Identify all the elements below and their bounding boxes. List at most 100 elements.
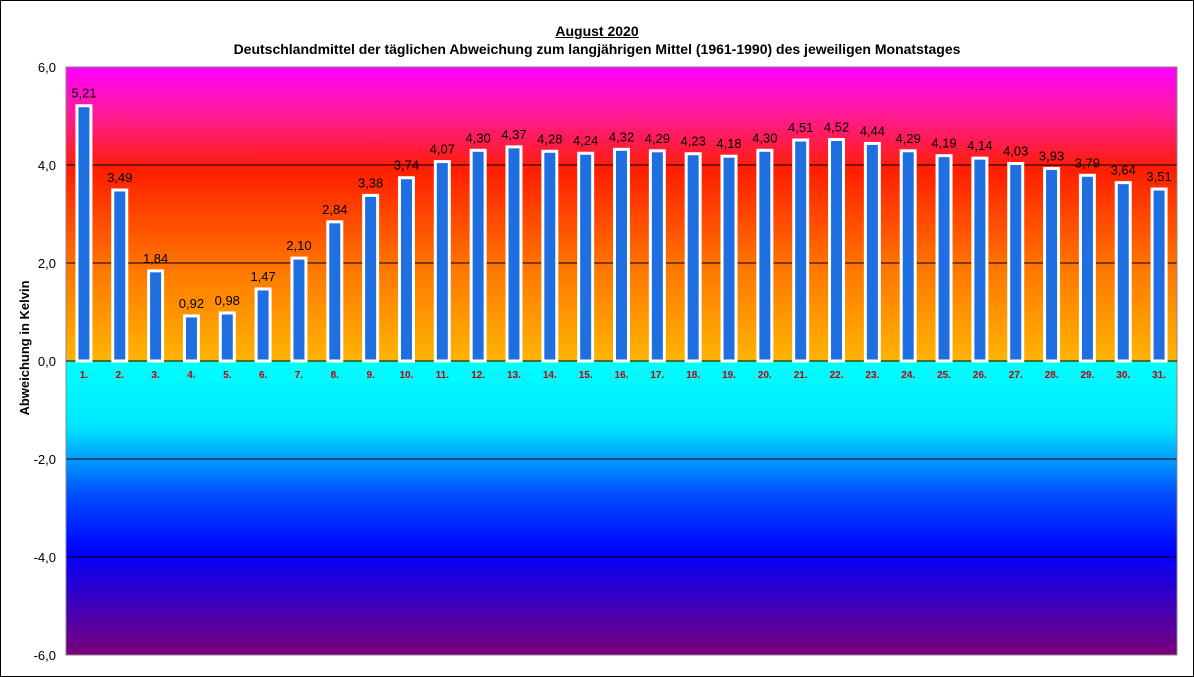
value-label: 4,23 (681, 134, 706, 149)
category-label: 3. (151, 370, 160, 381)
y-tick-label: 4,0 (38, 158, 56, 173)
value-label: 4,14 (967, 138, 992, 153)
value-label: 4,19 (931, 136, 956, 151)
category-label: 23. (865, 370, 879, 381)
category-label: 28. (1045, 370, 1059, 381)
value-label: 4,29 (896, 131, 921, 146)
category-label: 14. (543, 370, 557, 381)
category-label: 24. (901, 370, 915, 381)
bar (899, 149, 917, 363)
bars (75, 104, 1168, 363)
category-label: 29. (1080, 370, 1094, 381)
bar (756, 148, 774, 363)
value-label: 1,84 (143, 251, 168, 266)
value-label: 3,64 (1111, 163, 1136, 178)
value-label: 4,30 (752, 130, 777, 145)
value-label: 3,38 (358, 175, 383, 190)
category-label: 11. (436, 370, 450, 381)
y-tick-label: -2,0 (34, 452, 56, 467)
category-label: 16. (615, 370, 629, 381)
value-label: 0,92 (179, 296, 204, 311)
value-labels: 5,21 3,49 1,84 0,92 0,98 1,47 2,10 2,84 3,38 3,74… (71, 86, 1171, 311)
value-label: 4,29 (645, 131, 670, 146)
category-label: 19. (722, 370, 736, 381)
value-label: 1,47 (250, 269, 275, 284)
bar (828, 138, 846, 363)
category-label: 17. (650, 370, 664, 381)
value-label: 3,93 (1039, 148, 1064, 163)
bar (505, 145, 523, 363)
category-label: 22. (830, 370, 844, 381)
value-label: 3,49 (107, 170, 132, 185)
bar (290, 256, 308, 363)
value-label: 4,28 (537, 131, 562, 146)
bar (541, 149, 559, 363)
chart-subtitle: Deutschlandmittel der täglichen Abweichu… (233, 41, 961, 57)
y-tick-label: 0,0 (38, 354, 56, 369)
category-label: 15. (579, 370, 593, 381)
category-label: 10. (400, 370, 414, 381)
category-label: 26. (973, 370, 987, 381)
bar (147, 269, 165, 363)
value-label: 2,84 (322, 202, 347, 217)
bar (218, 311, 236, 363)
bar (1114, 181, 1132, 363)
category-label: 4. (187, 370, 196, 381)
category-label: 5. (223, 370, 232, 381)
category-label: 6. (259, 370, 268, 381)
value-label: 4,07 (430, 142, 455, 157)
category-label: 18. (686, 370, 700, 381)
bar (648, 149, 666, 363)
bar (971, 156, 989, 363)
bar (720, 154, 738, 363)
category-label: 31. (1152, 370, 1166, 381)
bar (326, 220, 344, 363)
value-label: 4,51 (788, 120, 813, 135)
category-label: 2. (116, 370, 125, 381)
bar (1007, 162, 1025, 363)
bar (863, 141, 881, 363)
bar (577, 151, 595, 363)
bar (397, 176, 415, 363)
value-label: 3,51 (1146, 169, 1171, 184)
y-axis-label: Abweichung in Kelvin (17, 280, 32, 415)
value-label: 4,18 (716, 136, 741, 151)
y-tick-label: 6,0 (38, 60, 56, 75)
value-label: 5,21 (71, 86, 96, 101)
category-label: 25. (937, 370, 951, 381)
category-labels: 1. 2. 3. 4. 5. 6. 7. 8. 9. 10. 11. 12. 13. 14. 15. 16. 1… (80, 370, 1167, 381)
category-label: 13. (507, 370, 521, 381)
bar (792, 138, 810, 363)
y-tick-label: -6,0 (34, 648, 56, 663)
value-label: 3,74 (394, 158, 419, 173)
y-tick-label: -4,0 (34, 550, 56, 565)
category-label: 1. (80, 370, 89, 381)
chart-title: August 2020 (555, 23, 639, 39)
category-label: 30. (1116, 370, 1130, 381)
value-label: 4,37 (501, 127, 526, 142)
bar (1078, 173, 1096, 363)
bar (935, 154, 953, 363)
value-label: 4,44 (860, 123, 885, 138)
category-label: 8. (331, 370, 340, 381)
value-label: 4,03 (1003, 144, 1028, 159)
bar (613, 147, 630, 363)
bar (254, 287, 272, 363)
bar (1150, 187, 1168, 363)
chart-title-block: August 2020 Deutschlandmittel der täglic… (0, 22, 1194, 58)
plot-area-negative (66, 361, 1177, 655)
bar (433, 160, 451, 363)
bar (684, 152, 702, 363)
value-label: 4,30 (465, 130, 490, 145)
value-label: 3,79 (1075, 155, 1100, 170)
bar (1043, 166, 1061, 363)
category-label: 9. (366, 370, 375, 381)
category-label: 27. (1009, 370, 1023, 381)
y-tick-label: 2,0 (38, 256, 56, 271)
bar (362, 193, 380, 363)
bar (75, 104, 93, 363)
category-label: 20. (758, 370, 772, 381)
bar (469, 148, 487, 363)
bar (182, 314, 200, 363)
